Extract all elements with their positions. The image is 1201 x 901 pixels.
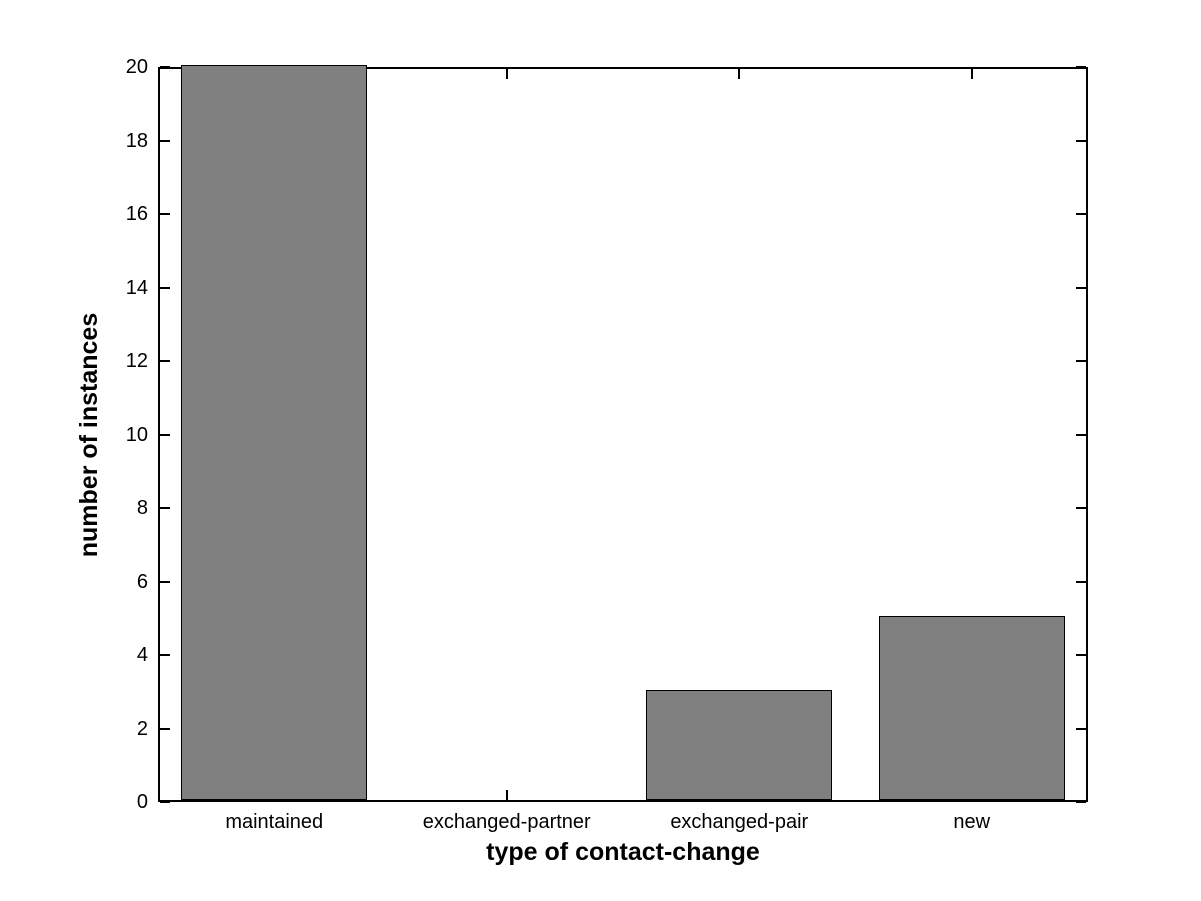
y-tick-left xyxy=(160,213,170,215)
y-tick-left xyxy=(160,139,170,142)
x-tick-bottom xyxy=(505,790,508,800)
y-tick-left xyxy=(160,801,170,803)
y-tick-left xyxy=(160,507,170,509)
bar xyxy=(878,616,1065,800)
x-category-label: exchanged-pair xyxy=(670,811,809,833)
y-tick-label: 2 xyxy=(136,717,148,740)
y-tick-right xyxy=(1076,654,1086,656)
x-tick-top xyxy=(505,69,508,79)
y-tick-right xyxy=(1076,507,1086,509)
y-tick-label: 6 xyxy=(136,570,148,593)
y-tick-left xyxy=(160,360,170,362)
y-tick-label: 8 xyxy=(136,497,148,519)
y-tick-right xyxy=(1076,580,1086,583)
y-tick-left xyxy=(160,433,170,436)
y-tick-right xyxy=(1076,433,1086,436)
x-tick-top xyxy=(970,69,973,79)
y-tick-label: 4 xyxy=(136,644,148,666)
y-tick-label: 20 xyxy=(125,56,148,78)
y-tick-left xyxy=(160,580,170,583)
y-tick-left xyxy=(160,654,170,656)
plot-area xyxy=(158,65,1088,803)
y-tick-left xyxy=(160,286,170,289)
y-tick-left xyxy=(160,66,170,68)
bar xyxy=(646,689,833,800)
y-tick-right xyxy=(1076,360,1086,362)
y-tick-right xyxy=(1076,66,1086,68)
y-tick-right xyxy=(1076,213,1086,215)
y-tick-label: 0 xyxy=(136,791,148,813)
x-tick-top xyxy=(738,69,741,79)
y-tick-right xyxy=(1076,139,1086,142)
x-category-label: new xyxy=(953,811,991,833)
x-category-label: maintained xyxy=(225,811,324,833)
y-tick-label: 16 xyxy=(125,203,148,225)
x-axis-label: type of contact-change xyxy=(486,838,760,866)
x-category-label: exchanged-partner xyxy=(422,811,591,833)
y-tick-right xyxy=(1076,286,1086,289)
y-tick-right xyxy=(1076,801,1086,803)
y-tick-label: 12 xyxy=(125,350,148,372)
y-tick-label: 14 xyxy=(125,276,148,299)
y-tick-left xyxy=(160,727,170,730)
y-tick-label: 18 xyxy=(125,129,148,152)
y-tick-right xyxy=(1076,727,1086,730)
bar xyxy=(181,65,368,800)
y-tick-label: 10 xyxy=(125,423,148,446)
